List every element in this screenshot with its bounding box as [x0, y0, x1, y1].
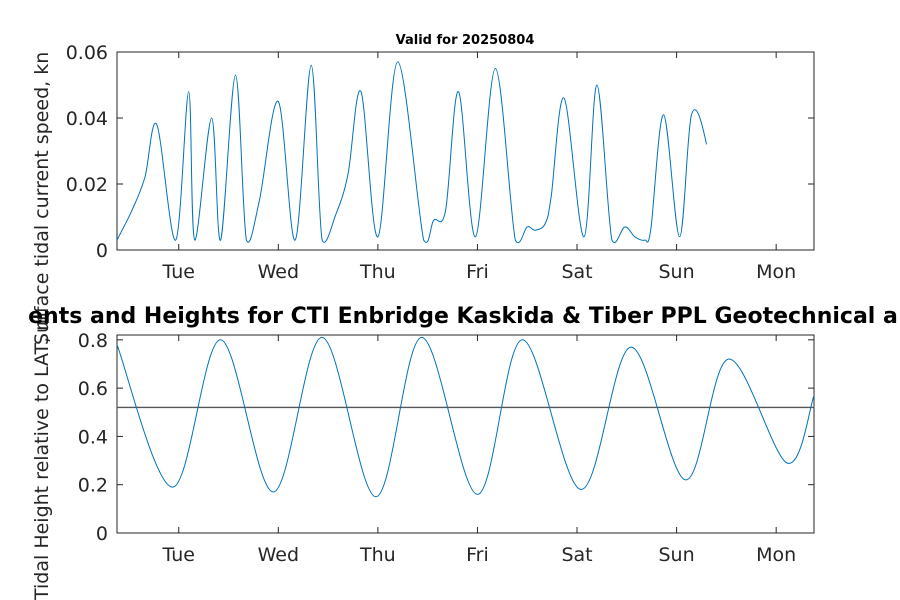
top-x-ticks: Tue Wed Thu Fri Sat Sun Mon — [162, 52, 796, 283]
bottom-x-tick-label: Thu — [359, 544, 396, 566]
bottom-y-tick-label: 0.8 — [78, 330, 108, 352]
bottom-y-axis-label: Tidal Height relative to LAT, m — [31, 312, 53, 600]
top-chart-title: Valid for 20250804 — [396, 33, 535, 48]
current-speed-panel: Valid for 20250804 00.020.040.06 Tue Wed T… — [31, 33, 815, 345]
top-y-tick-label: 0.02 — [66, 174, 108, 196]
top-x-tick-label: Fri — [466, 261, 489, 283]
bottom-chart-title: ents and Heights for CTI Enbridge Kaskid… — [28, 304, 898, 329]
top-x-tick-label: Mon — [756, 261, 796, 283]
bottom-x-tick-label: Tue — [162, 544, 195, 566]
bottom-x-ticks: Tue Wed Thu Fri Sat Sun Mon — [162, 335, 796, 566]
bottom-y-tick-label: 0.2 — [78, 475, 108, 497]
current-speed-series-line — [116, 61, 707, 243]
tidal-height-panel: 0 0.2 0.4 0.6 0.8 Tue Wed Thu Fri Sat Sun Mon Tida… — [28, 304, 898, 600]
bottom-x-tick-label: Wed — [258, 544, 299, 566]
top-y-tick-label: 0.04 — [66, 108, 108, 130]
bottom-x-tick-label: Sat — [561, 544, 592, 566]
top-y-tick-label: 0 — [96, 240, 108, 262]
bottom-x-tick-label: Sun — [659, 544, 695, 566]
top-y-ticks: 0 0.02 0.04 0.06 — [66, 42, 814, 262]
bottom-y-tick-label: 0 — [96, 523, 108, 545]
bottom-x-tick-label: Mon — [756, 544, 796, 566]
bottom-x-tick-label: Fri — [466, 544, 489, 566]
bottom-y-tick-label: 0.6 — [78, 378, 108, 400]
top-y-tick-label: 0.06 — [66, 42, 108, 64]
bottom-plot-area — [116, 334, 815, 534]
top-y-axis-label: Surface tidal current speed, kn — [31, 52, 53, 345]
top-x-tick-label: Sat — [561, 261, 592, 283]
top-x-tick-label: Wed — [258, 261, 299, 283]
tidal-height-series-line — [116, 336, 815, 498]
bottom-y-ticks: 0 0.2 0.4 0.6 0.8 — [78, 330, 814, 545]
top-x-tick-label: Tue — [162, 261, 195, 283]
top-x-tick-label: Thu — [359, 261, 396, 283]
bottom-y-tick-label: 0.4 — [78, 426, 108, 448]
top-x-tick-label: Sun — [659, 261, 695, 283]
